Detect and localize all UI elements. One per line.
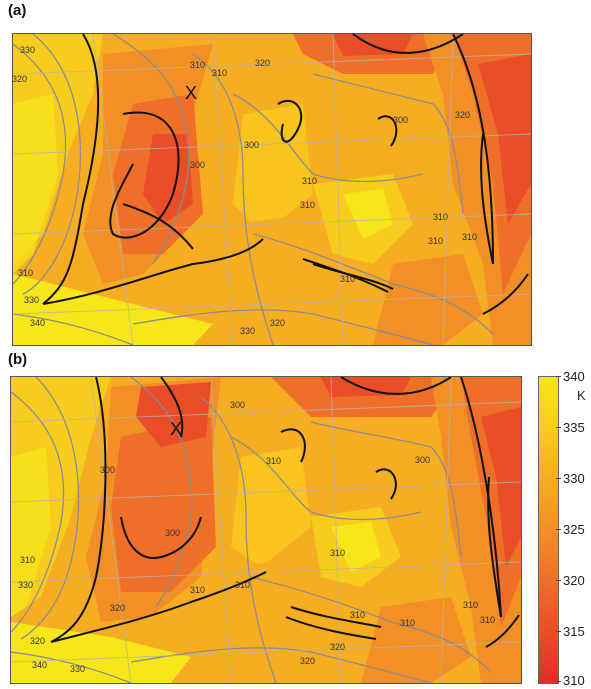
- contour-label: 310: [266, 456, 282, 466]
- contour-label: 310: [330, 548, 346, 558]
- colorbar-tickmark: [556, 681, 561, 682]
- contour-label: 310: [463, 600, 479, 610]
- contour-label: 300: [393, 115, 409, 125]
- colorbar: [538, 376, 559, 684]
- temperature-map-a: [13, 34, 531, 345]
- contour-label: 310: [18, 268, 34, 278]
- panel-label-b: (b): [8, 351, 28, 368]
- map-panel-a: [12, 33, 532, 346]
- colorbar-band: [539, 377, 558, 428]
- colorbar-tick-label: 310: [563, 673, 585, 688]
- colorbar-tick-label: 330: [563, 471, 585, 486]
- contour-label: 340: [32, 660, 48, 670]
- contour-label: 310: [462, 232, 478, 242]
- colorbar-tick-label: 335: [563, 420, 585, 435]
- cyclone-marker-b: X: [170, 419, 183, 439]
- contour-label: 320: [255, 58, 271, 68]
- contour-label: 320: [300, 656, 316, 666]
- contour-label: 310: [212, 68, 228, 78]
- contour-label: 330: [24, 295, 40, 305]
- contour-label: 340: [30, 318, 46, 328]
- contour-label: 310: [190, 60, 206, 70]
- contour-label: 330: [18, 580, 34, 590]
- contour-label: 320: [270, 318, 286, 328]
- colorbar-band: [539, 479, 558, 530]
- colorbar-tick-label: 340: [563, 369, 585, 384]
- colorbar-band: [539, 581, 558, 632]
- contour-label: 310: [350, 610, 366, 620]
- colorbar-tick-label: 320: [563, 573, 585, 588]
- contour-label: 310: [302, 176, 318, 186]
- contour-label: 300: [415, 455, 431, 465]
- contour-label: 320: [330, 642, 346, 652]
- contour-label: 320: [455, 110, 471, 120]
- map-panel-b: [10, 376, 522, 684]
- contour-label: 330: [240, 326, 256, 336]
- panel-label-a: (a): [8, 2, 27, 19]
- colorbar-band: [539, 632, 558, 683]
- contour-label: 310: [480, 615, 496, 625]
- colorbar-tickmark: [556, 478, 561, 479]
- colorbar-tick-label: 315: [563, 624, 585, 639]
- colorbar-unit: K: [577, 388, 586, 403]
- contour-label: 310: [20, 555, 36, 565]
- colorbar-tickmark: [556, 427, 561, 428]
- contour-label: 300: [165, 528, 181, 538]
- contour-label: 310: [190, 585, 206, 595]
- contour-label: 300: [190, 160, 206, 170]
- contour-label: 300: [100, 465, 116, 475]
- contour-label: 310: [340, 274, 356, 284]
- colorbar-tickmark: [556, 376, 561, 377]
- contour-label: 300: [230, 400, 246, 410]
- cyclone-marker-a: X: [185, 83, 198, 103]
- colorbar-band: [539, 530, 558, 581]
- contour-label: 310: [428, 236, 444, 246]
- contour-label: 320: [30, 636, 46, 646]
- contour-label: 300: [244, 140, 260, 150]
- colorbar-tickmark: [556, 580, 561, 581]
- contour-label: 330: [70, 664, 86, 674]
- contour-label: 320: [12, 74, 28, 84]
- temperature-map-b: [11, 377, 521, 683]
- contour-label: 320: [110, 603, 126, 613]
- contour-label: 310: [300, 200, 316, 210]
- contour-label: 330: [20, 45, 36, 55]
- colorbar-band: [539, 428, 558, 479]
- colorbar-tickmark: [556, 631, 561, 632]
- colorbar-tickmark: [556, 529, 561, 530]
- contour-label: 310: [400, 618, 416, 628]
- colorbar-tick-label: 325: [563, 522, 585, 537]
- contour-label: 310: [235, 580, 251, 590]
- contour-label: 310: [433, 212, 449, 222]
